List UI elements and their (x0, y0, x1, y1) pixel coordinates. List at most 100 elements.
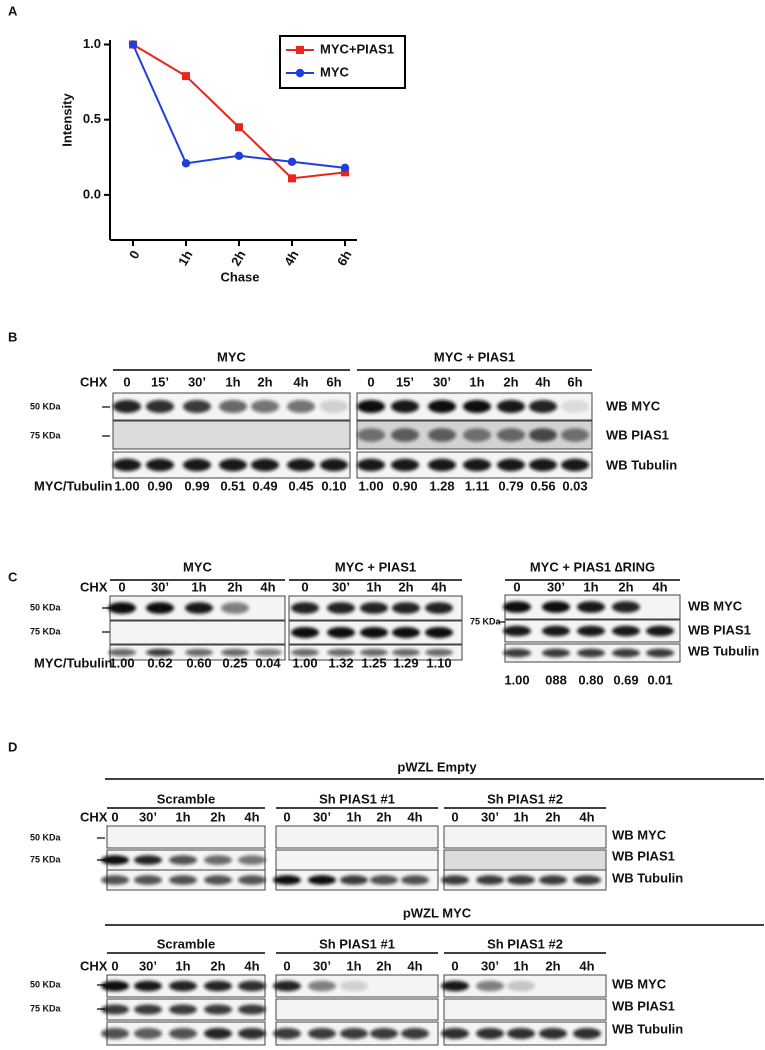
ratio-value: 0.10 (321, 478, 346, 493)
band (291, 648, 319, 657)
lane-label: 2h (398, 579, 413, 594)
lane-label: 1h (175, 809, 190, 824)
band (185, 602, 213, 614)
blot-frame (275, 825, 439, 849)
marker (235, 123, 243, 132)
blot-frame (109, 620, 286, 645)
band (428, 458, 456, 472)
section-title: pWZL Empty (397, 759, 477, 774)
ratio-value: 0.62 (147, 655, 172, 670)
cond-label: CHX (80, 809, 108, 824)
group-title: Sh PIAS1 #1 (319, 936, 395, 951)
ratio-value: 0.90 (147, 478, 172, 493)
band (238, 1027, 266, 1040)
band (497, 428, 525, 442)
marker (128, 40, 138, 49)
row-label: WB MYC (606, 398, 661, 413)
band (428, 428, 456, 442)
marker (287, 157, 297, 167)
group-title: MYC (217, 349, 247, 364)
x-axis-label: Chase (220, 269, 259, 284)
band (503, 625, 531, 637)
band (204, 855, 232, 865)
ratio-value: 1.11 (465, 478, 490, 493)
band (401, 875, 429, 885)
lane-label: 2h (227, 579, 242, 594)
lane-label: 0 (367, 374, 374, 389)
lane-label: 2h (376, 809, 391, 824)
ratio-value: 0.01 (647, 672, 672, 687)
band (357, 458, 385, 472)
ratio-value: 1.10 (426, 655, 451, 670)
marker (341, 168, 349, 177)
band (134, 1027, 162, 1040)
size-marker: 50 KDa (30, 602, 62, 612)
blot-frame (112, 420, 351, 450)
ratio-value: 0.51 (220, 478, 245, 493)
ratio-value: 0.49 (252, 478, 277, 493)
lane-label: 1h (366, 579, 381, 594)
marker (288, 174, 296, 183)
lane-label: 2h (545, 809, 560, 824)
y-tick-label: 0.0 (83, 186, 101, 201)
lane-label: 4h (579, 809, 594, 824)
panel-label: A (8, 3, 18, 18)
ratio-value: 1.32 (328, 655, 353, 670)
size-marker: 50 KDa (30, 832, 62, 842)
marker (182, 72, 190, 81)
band (108, 602, 136, 614)
row-label: WB Tubulin (612, 1021, 683, 1036)
ratio-value: 0.56 (530, 478, 555, 493)
band (327, 602, 355, 614)
ratio-value: 0.79 (498, 478, 523, 493)
row-label: WB PIAS1 (688, 622, 751, 637)
band (425, 648, 453, 657)
blot-frame (443, 825, 607, 849)
band (146, 400, 174, 413)
lane-label: 0 (301, 579, 308, 594)
size-marker: 75 KDa (470, 616, 502, 626)
x-tick-label: 2h (228, 248, 249, 269)
band (497, 458, 525, 472)
group-title: Sh PIAS1 #2 (487, 936, 563, 951)
band (101, 1027, 129, 1040)
row-label: WB PIAS1 (612, 998, 675, 1013)
ratio-value: 1.29 (393, 655, 418, 670)
lane-label: 30’ (139, 958, 157, 973)
lane-label: 1h (583, 579, 598, 594)
band (391, 428, 419, 442)
lane-label: 1h (469, 374, 484, 389)
band (577, 648, 605, 658)
band (108, 648, 136, 657)
lane-label: 4h (407, 809, 422, 824)
ratio-label: MYC/Tubulin (34, 478, 113, 493)
band (507, 875, 535, 885)
size-marker: 75 KDa (30, 430, 62, 440)
band (360, 648, 388, 657)
band (101, 1004, 129, 1015)
band (146, 648, 174, 657)
band (134, 855, 162, 865)
band (308, 875, 336, 885)
lane-label: 0 (283, 958, 290, 973)
band (577, 625, 605, 637)
band (539, 1027, 567, 1040)
row-label: WB Tubulin (612, 870, 683, 885)
band (169, 980, 197, 992)
lane-label: 30’ (481, 958, 499, 973)
band (463, 428, 491, 442)
band (273, 875, 301, 885)
marker (295, 68, 305, 78)
band (497, 400, 525, 413)
lane-label: 30’ (313, 809, 331, 824)
lane-label: 15’ (396, 374, 414, 389)
lane-label: 6h (326, 374, 341, 389)
band (612, 625, 640, 637)
lane-label: 30’ (332, 579, 350, 594)
band (391, 400, 419, 413)
blot-frame (443, 998, 607, 1021)
band (612, 648, 640, 658)
group-title: Scramble (157, 791, 216, 806)
lane-label: 4h (652, 579, 667, 594)
